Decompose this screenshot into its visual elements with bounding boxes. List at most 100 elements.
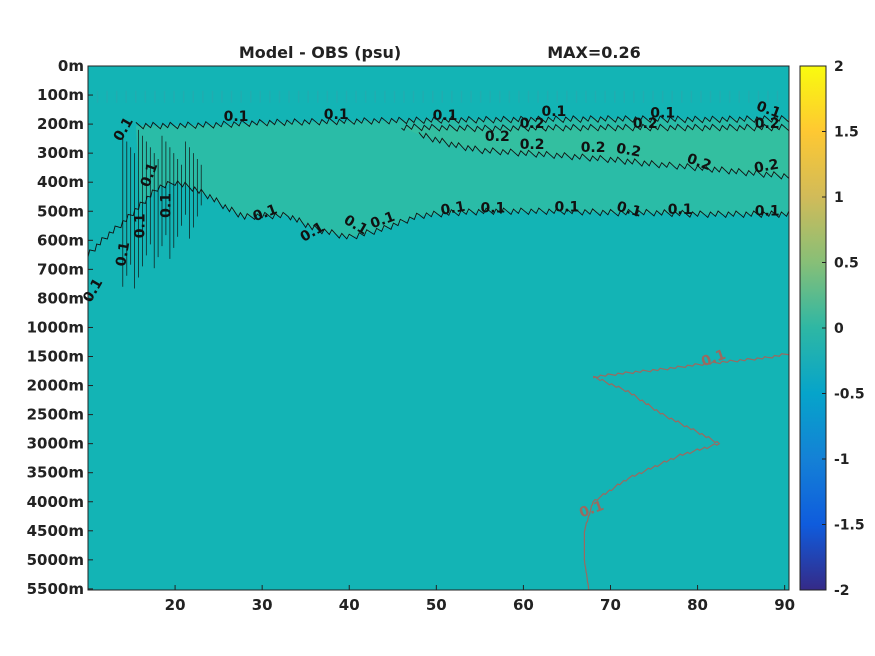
surface-stripe	[661, 90, 664, 103]
y-tick-label: 400m	[37, 173, 84, 191]
colorbar-tick-label: 0	[834, 321, 844, 337]
surface-stripe	[106, 90, 108, 103]
contour-label: 0.1	[251, 202, 280, 226]
surface-stripe	[96, 90, 99, 103]
surface-stripe	[269, 90, 271, 103]
contour-label: 0.1	[755, 204, 780, 220]
y-tick-label: 500m	[37, 202, 84, 220]
surface-stripe	[518, 90, 520, 103]
y-axis: 0m 100m 200m 300m 400m 500m 600m 700m 800m 1000m 1…	[27, 57, 93, 598]
contour-label: 0.2	[615, 141, 642, 161]
plot-area: 0.1 0.1 0.1 0.1 0.1 0.10.2 0.2 0.20.2 0.2 0.2 0.20…	[80, 65, 790, 591]
surface-stripe	[259, 90, 261, 103]
contour-lines	[87, 114, 790, 590]
surface-stripe	[441, 90, 443, 103]
surface-stripe	[594, 90, 597, 103]
contour-label: 0.1	[754, 98, 783, 122]
contour-label: 0.1	[159, 193, 175, 218]
y-tick-label: 3000m	[27, 435, 84, 453]
surface-stripe	[499, 90, 501, 103]
contour-label: 0.1	[433, 108, 458, 124]
surface-stripe	[230, 90, 233, 103]
surface-stripe	[757, 90, 760, 103]
contour-label: 0.1	[439, 199, 466, 219]
surface-stripe	[125, 90, 127, 103]
surface-stripe	[776, 90, 779, 103]
contour-label: 0.1	[324, 107, 349, 123]
surface-stripe	[173, 90, 175, 103]
contour-line-deep	[87, 180, 790, 258]
contour-label: 0.2	[753, 157, 780, 177]
surface-stripe	[317, 90, 319, 103]
colorbar-tick-label: 1	[834, 190, 844, 206]
surface-stripe	[355, 90, 357, 103]
x-tick-label: 70	[600, 596, 621, 614]
surface-stripe	[336, 90, 338, 103]
colorbar-tick-label: -1.5	[834, 518, 865, 534]
contour-label: 0.1	[368, 209, 397, 233]
contour-line-abyssal	[592, 353, 790, 379]
positive-anomaly-band	[135, 118, 789, 238]
x-tick-label: 40	[339, 596, 360, 614]
surface-stripe	[307, 90, 309, 103]
y-tick-label: 2000m	[27, 377, 84, 395]
surface-stripe	[642, 90, 645, 103]
surface-stripe	[700, 90, 702, 103]
y-tick-label: 1500m	[27, 348, 84, 366]
surface-stripe	[623, 90, 625, 103]
contour-line-mid	[401, 123, 790, 133]
colorbar-tick-label: -0.5	[834, 387, 865, 403]
colorbar-tick-label: -1	[834, 452, 850, 468]
contour-line-abyssal-lobe	[583, 376, 721, 590]
contour-label: 0.1	[541, 104, 566, 120]
contour-label: 0.2	[685, 151, 714, 175]
chart-title: Model - OBS (psu)	[239, 43, 401, 62]
surface-stripe	[412, 90, 415, 103]
contour-label: 0.1	[699, 347, 728, 371]
contour-label: 0.1	[138, 161, 162, 190]
y-tick-label: 600m	[37, 231, 84, 249]
surface-stripe	[451, 90, 453, 103]
surface-stripe	[374, 90, 376, 103]
surface-stripe	[326, 90, 329, 103]
anomaly-field	[96, 90, 789, 238]
surface-stripe	[767, 90, 769, 103]
y-tick-label: 3500m	[27, 464, 84, 482]
strong-anomaly-band	[401, 127, 789, 177]
contour-label: 0.2	[520, 116, 545, 132]
surface-stripe	[585, 90, 587, 103]
colorbar-ticks: 2 1.5 1 0.5 0 -0.5 -1 -1.5 -2	[822, 59, 865, 599]
surface-stripe	[575, 90, 578, 103]
surface-stripe	[192, 90, 194, 103]
contour-label: 0.1	[480, 201, 505, 217]
surface-stripe	[489, 90, 491, 103]
contour-label: 0.1	[615, 199, 643, 221]
surface-stripe	[288, 90, 290, 103]
surface-stripe	[154, 90, 156, 103]
surface-stripe	[297, 90, 300, 103]
surface-stripe	[748, 90, 750, 103]
y-tick-label: 2500m	[27, 406, 84, 424]
surface-stripe	[364, 90, 367, 103]
x-tick-label: 20	[165, 596, 186, 614]
surface-stripe	[709, 90, 712, 103]
colorbar-tick-label: 1.5	[834, 125, 859, 141]
surface-stripe	[614, 90, 616, 103]
plot-frame	[87, 65, 790, 591]
x-tick-label: 50	[426, 596, 447, 614]
contour-label: 0.2	[755, 116, 780, 132]
surface-stripe	[432, 90, 434, 103]
y-tick-label: 800m	[37, 289, 84, 307]
surface-stripe	[135, 90, 137, 103]
surface-stripe	[604, 90, 606, 103]
surface-stripe	[240, 90, 242, 103]
surface-stripe	[537, 90, 539, 103]
surface-stripe	[278, 90, 281, 103]
colorbar-tick-label: -2	[834, 583, 850, 599]
contour-label: 0.1	[113, 240, 133, 267]
contour-line-upper	[135, 114, 790, 130]
surface-stripe	[384, 90, 386, 103]
max-value-label: MAX=0.26	[547, 43, 641, 62]
x-tick-label: 80	[687, 596, 708, 614]
